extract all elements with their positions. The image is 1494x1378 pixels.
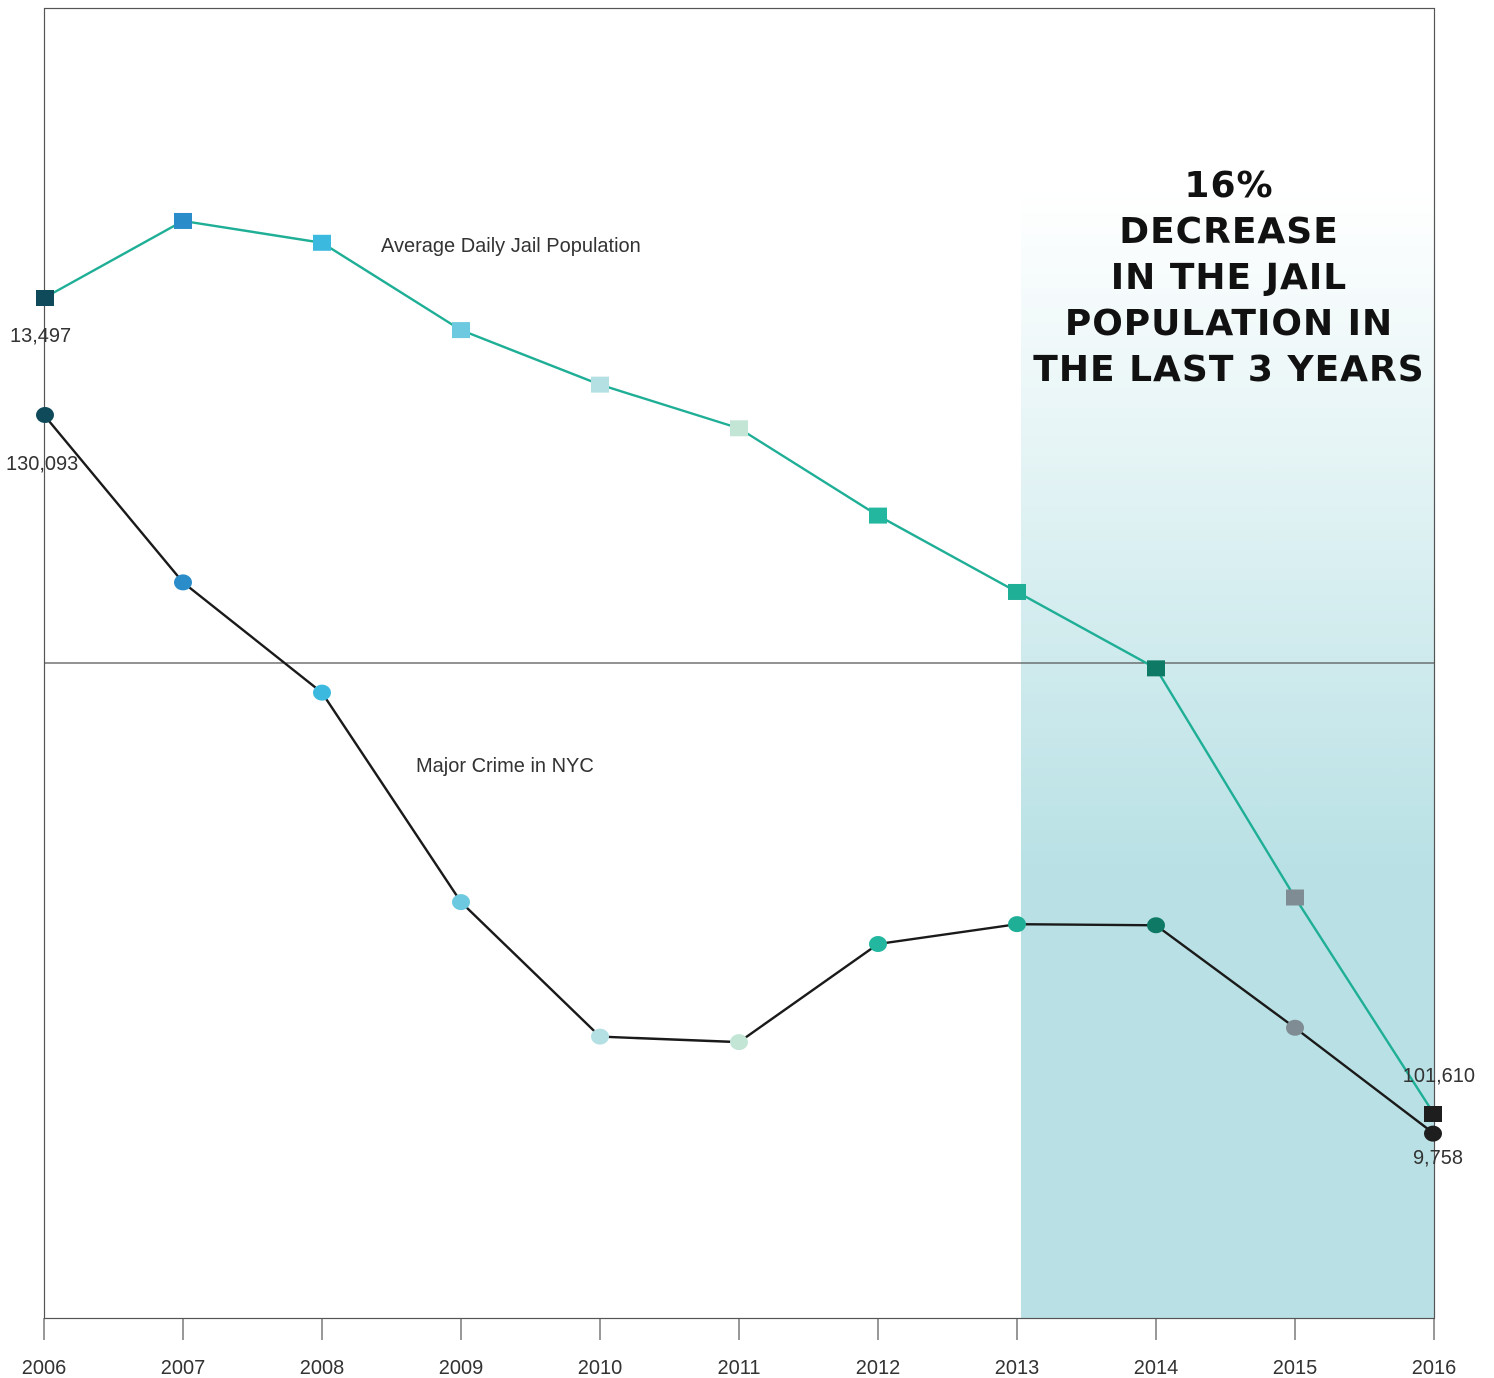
value-label: 130,093 <box>6 453 78 475</box>
data-point-circle <box>869 936 887 953</box>
x-tick-label: 2009 <box>439 1357 484 1378</box>
data-point-square <box>1147 660 1165 677</box>
x-tick-label: 2013 <box>995 1357 1040 1378</box>
data-point-square <box>313 234 331 251</box>
data-point-square <box>174 212 192 229</box>
x-tick-label: 2008 <box>300 1357 345 1378</box>
highlight-band <box>1021 190 1434 1318</box>
x-tick-label: 2006 <box>22 1357 67 1378</box>
annotation-line: THE LAST 3 YEARS <box>1033 349 1424 390</box>
series-label: Average Daily Jail Population <box>381 235 641 257</box>
data-point-circle <box>313 684 331 701</box>
value-label: 101,610 <box>1403 1065 1475 1087</box>
data-point-circle <box>730 1034 748 1051</box>
x-tick-label: 2007 <box>161 1357 206 1378</box>
data-point-circle <box>591 1028 609 1045</box>
data-point-square <box>1286 889 1304 906</box>
value-label: 9,758 <box>1413 1147 1463 1169</box>
data-point-circle <box>1008 916 1026 933</box>
data-point-square <box>591 376 609 393</box>
data-point-square <box>730 420 748 437</box>
data-point-circle <box>174 574 192 591</box>
value-label: 13,497 <box>10 325 71 347</box>
data-point-circle <box>1147 917 1165 934</box>
x-tick-label: 2010 <box>578 1357 623 1378</box>
data-point-square <box>36 290 54 306</box>
x-tick-label: 2012 <box>856 1357 901 1378</box>
series-label: Major Crime in NYC <box>416 755 594 777</box>
annotation-line: POPULATION IN <box>1065 303 1393 344</box>
annotation-line: 16% <box>1184 165 1273 206</box>
data-point-circle <box>1286 1019 1304 1036</box>
data-point-square <box>869 507 887 524</box>
x-tick-label: 2014 <box>1134 1357 1179 1378</box>
x-tick-label: 2016 <box>1412 1357 1457 1378</box>
x-tick-label: 2015 <box>1273 1357 1318 1378</box>
annotation-line: DECREASE <box>1119 211 1339 252</box>
annotation-line: IN THE JAIL <box>1111 257 1347 298</box>
data-point-circle <box>1424 1125 1442 1142</box>
data-point-square <box>452 322 470 339</box>
data-point-circle <box>452 894 470 911</box>
data-point-square <box>1424 1106 1442 1122</box>
x-tick-label: 2011 <box>717 1357 760 1378</box>
data-point-square <box>1008 583 1026 600</box>
data-point-circle <box>36 407 54 423</box>
